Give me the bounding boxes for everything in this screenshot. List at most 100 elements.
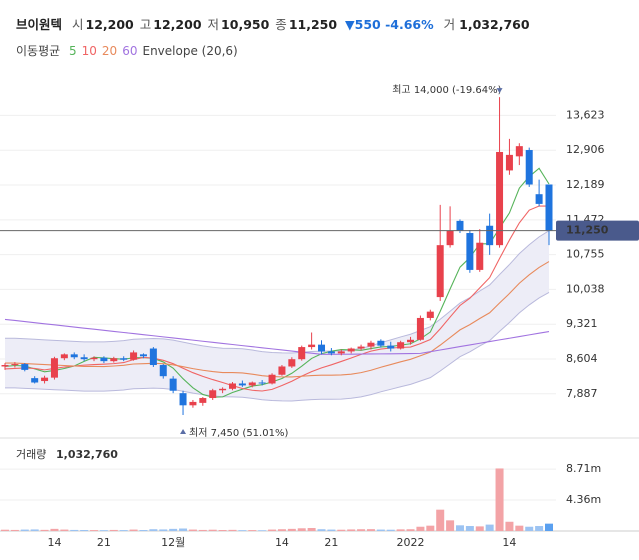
candle-body [268, 374, 276, 384]
y-tick-label: 9,321 [566, 317, 598, 330]
x-tick-label: 14 [275, 536, 289, 549]
y-tick-label: 7,887 [566, 387, 598, 400]
volume-bar [20, 529, 29, 531]
x-tick-label: 14 [502, 536, 516, 549]
volume-bar [366, 529, 375, 531]
volume-bar [99, 530, 108, 531]
y-tick-label: 12,189 [566, 178, 605, 191]
volume-value: 1,032,760 [459, 17, 530, 32]
volume-bar [376, 529, 385, 531]
candle-body [199, 398, 207, 403]
volume-bar [70, 529, 79, 531]
candle-body [327, 351, 335, 354]
volume-bar [386, 529, 395, 531]
moving-average-line [4, 167, 550, 398]
volume-bar [248, 530, 257, 531]
envelope-lower [5, 292, 550, 402]
x-tick-label: 2022 [397, 536, 425, 549]
candle-body [496, 151, 504, 246]
volume-bar [109, 529, 118, 531]
legend-ma: 10 [81, 44, 97, 58]
volume-bar [455, 525, 464, 531]
volume-bar [268, 529, 277, 531]
volume-bar [10, 529, 19, 531]
stock-name: 브이원텍 [16, 17, 63, 32]
legend-envelope: Envelope (20,6) [142, 44, 238, 58]
quote-header: 브이원텍 시 12,200 고 12,200 저 10,950 종 11,250 ▼550 -… [16, 14, 530, 33]
quote-items: 시 12,200 고 12,200 저 10,950 종 11,250 [66, 17, 337, 32]
volume-bar [188, 529, 197, 531]
candle-body [80, 357, 88, 360]
quote-value: 12,200 [153, 17, 202, 32]
candle-body [120, 358, 128, 360]
volume-bar [406, 529, 415, 531]
volume-bar [327, 529, 336, 531]
volume-bar [426, 525, 435, 531]
volume-bar [90, 530, 99, 531]
candle-body [288, 359, 296, 367]
candle-body [41, 377, 49, 382]
candle-body [525, 150, 533, 185]
candle-body [446, 230, 454, 246]
volume-bar [30, 529, 39, 531]
indicator-legend: 이동평균 5 10 20 60 Envelope (20,6) [16, 42, 243, 59]
candle-body [337, 351, 345, 354]
volume-bar [485, 524, 494, 531]
candle-body [149, 348, 157, 366]
quote-key: 고 [139, 17, 152, 32]
y-tick-label: 13,623 [566, 108, 605, 121]
volume-bar [238, 530, 247, 531]
legend-ma: 5 [69, 44, 77, 58]
high-marker [496, 88, 503, 94]
quote-value: 12,200 [85, 17, 134, 32]
candle-body [456, 220, 464, 231]
candle-body [11, 364, 19, 366]
volume-bar [50, 528, 59, 531]
quote-value: 11,250 [288, 17, 338, 32]
candle-body [347, 348, 355, 352]
candle-body [100, 357, 108, 362]
volume-bar [40, 529, 49, 531]
candle-body [407, 339, 415, 343]
volume-bar [465, 526, 474, 531]
quote-key: 저 [207, 17, 220, 32]
volume-bar [495, 468, 504, 531]
volume-bar [535, 526, 544, 531]
candle-body [90, 357, 98, 360]
candle-body [130, 352, 138, 360]
candle-body [50, 358, 58, 378]
moving-average-line [4, 205, 549, 392]
candle-body [545, 184, 553, 231]
volume-bar [337, 529, 346, 531]
volume-title: 거래량 [16, 448, 46, 461]
high-annotation: 최고 14,000 (-19.64%) [392, 84, 501, 96]
candle-body [31, 378, 39, 383]
candle-body [397, 342, 405, 349]
candle-body [258, 382, 266, 384]
volume-bar [139, 530, 148, 531]
volume-bar [119, 530, 128, 531]
volume-tick-label: 8.71m [566, 462, 601, 475]
candle-body [357, 346, 365, 349]
volume-bar [475, 526, 484, 531]
volume-bar [515, 525, 524, 531]
y-tick-label: 8,604 [566, 352, 598, 365]
x-tick-label: 12월 [161, 536, 185, 549]
candle-body [416, 317, 424, 340]
candle-body [209, 390, 217, 399]
candle-body [367, 342, 375, 347]
volume-bar [525, 526, 534, 531]
candle-body [21, 364, 29, 370]
quote-key: 종 [275, 17, 287, 32]
candle-body [189, 401, 197, 406]
candle-body [466, 233, 474, 270]
x-tick-label: 21 [97, 536, 111, 549]
candle-body [298, 347, 306, 360]
volume-tick-label: 4.36m [566, 493, 601, 506]
candle-body [476, 242, 484, 270]
legend-ma: 60 [122, 44, 138, 58]
candle-body [377, 340, 385, 346]
volume-bar [317, 529, 326, 531]
